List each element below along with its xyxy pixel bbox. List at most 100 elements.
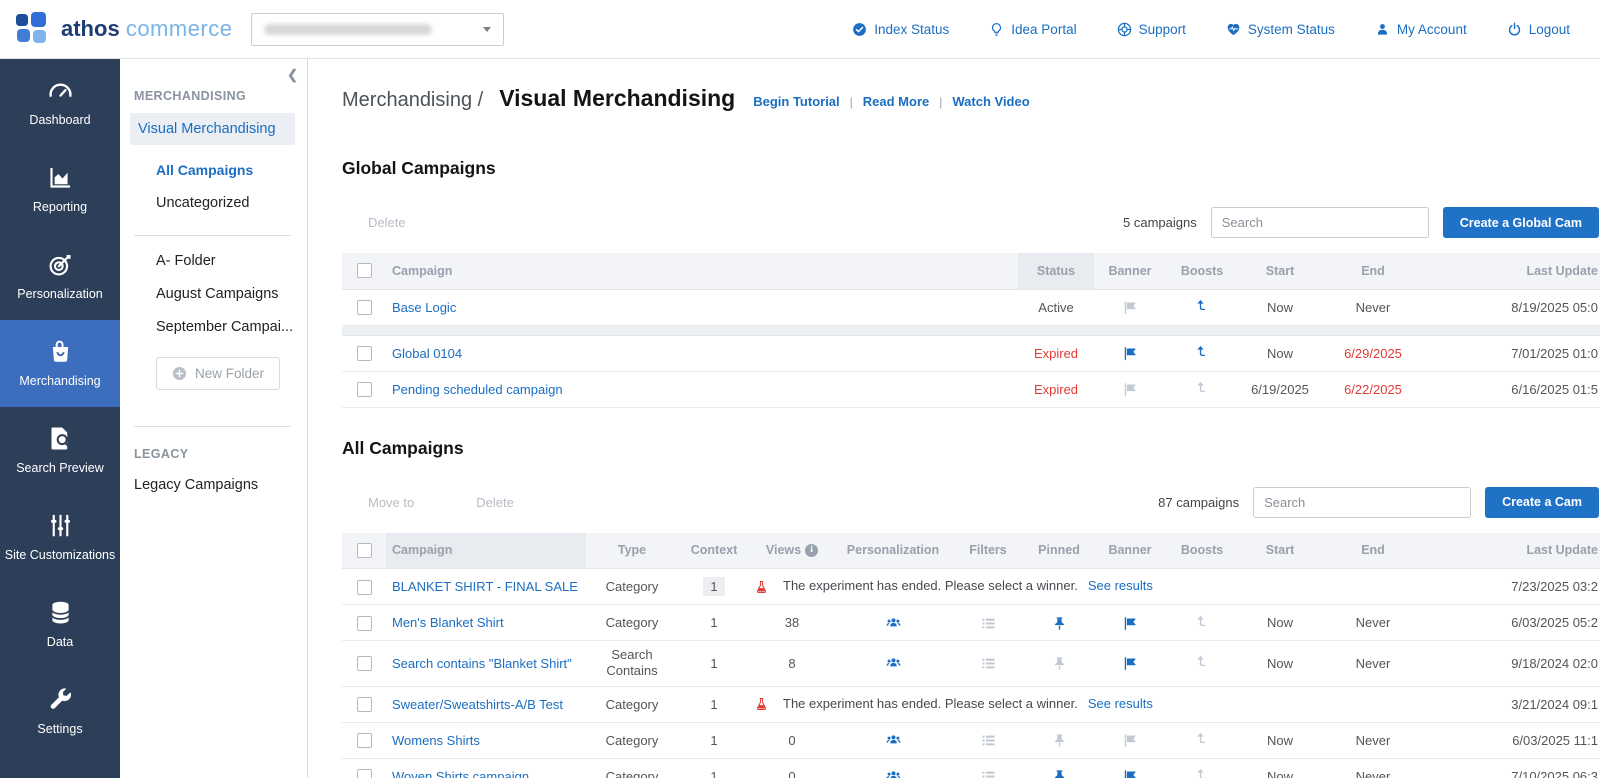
column-header-campaign[interactable]: Campaign [386,532,586,569]
begin-tutorial-link[interactable]: Begin Tutorial [753,94,840,109]
column-header-views[interactable]: Views i [750,532,834,569]
heart-pulse-icon [1226,22,1241,37]
all-search-input[interactable] [1253,486,1472,518]
table-row: Men's Blanket Shirt Category 1 38 Now Ne… [342,604,1600,641]
check-circle-icon [852,22,867,37]
last-update-cell: 6/03/2025 11:1 [1424,722,1600,759]
breadcrumb-parent[interactable]: Merchandising / [342,89,484,111]
sidebar-item-search-preview[interactable]: Search Preview [0,407,120,494]
primary-sidebar: Dashboard Reporting Personalization Merc… [0,59,120,778]
column-header-personalization[interactable]: Personalization [834,532,952,569]
site-selector-dropdown[interactable] [250,12,504,46]
watch-video-link[interactable]: Watch Video [952,94,1030,109]
table-group-spacer [342,325,1600,336]
subnav-item-uncategorized[interactable]: Uncategorized [156,195,250,211]
column-header-end[interactable]: End [1322,532,1424,569]
life-ring-icon [1117,22,1132,37]
column-header-filters[interactable]: Filters [952,532,1024,569]
create-global-campaign-button[interactable]: Create a Global Cam [1442,207,1599,238]
column-header-boosts[interactable]: Boosts [1166,532,1238,569]
nav-system-status[interactable]: System Status [1226,22,1335,37]
info-icon[interactable]: i [805,543,819,557]
pin-icon [1052,656,1067,671]
campaign-link[interactable]: Base Logic [392,299,457,315]
target-icon [47,251,74,278]
global-delete-button[interactable]: Delete [368,215,406,230]
banner-flag-icon [1123,656,1138,671]
column-header-last-update[interactable]: Last Update [1424,532,1600,569]
subnav-item-all-campaigns[interactable]: All Campaigns [156,162,254,178]
sidebar-item-merchandising[interactable]: Merchandising [0,320,120,407]
table-row: Pending scheduled campaign Expired 6/19/… [342,371,1600,408]
column-header-start[interactable]: Start [1238,532,1322,569]
new-folder-button[interactable]: New Folder [156,357,281,390]
folder-item-september-campaigns[interactable]: September Campai... [156,319,294,335]
row-checkbox[interactable] [356,697,372,713]
row-checkbox[interactable] [356,656,372,672]
column-header-context[interactable]: Context [678,532,750,569]
column-header-start[interactable]: Start [1238,253,1322,289]
campaign-link[interactable]: BLANKET SHIRT - FINAL SALE [392,579,578,594]
database-icon [47,599,74,626]
campaign-link[interactable]: Woven Shirts campaign [392,768,530,778]
nav-support[interactable]: Support [1117,22,1186,37]
nav-idea-portal[interactable]: Idea Portal [989,22,1077,37]
table-row: Global 0104 Expired Now 6/29/2025 7/01/2… [342,335,1600,372]
column-header-pinned[interactable]: Pinned [1024,532,1094,569]
select-all-checkbox[interactable] [356,542,372,558]
global-search-input[interactable] [1210,207,1429,238]
row-checkbox[interactable] [356,300,372,316]
row-checkbox[interactable] [356,579,372,595]
column-header-banner[interactable]: Banner [1094,253,1166,289]
sidebar-item-personalization[interactable]: Personalization [0,233,120,320]
filters-list-icon[interactable] [981,733,996,748]
folder-item-august-campaigns[interactable]: August Campaigns [156,286,279,302]
campaign-link[interactable]: Sweater/Sweatshirts-A/B Test [392,696,563,712]
nav-logout[interactable]: Logout [1507,22,1570,37]
row-checkbox[interactable] [356,382,372,398]
create-campaign-button[interactable]: Create a Cam [1485,486,1599,518]
column-header-end[interactable]: End [1322,253,1424,289]
collapse-panel-chevron-icon[interactable]: ❮ [287,67,298,82]
move-to-button[interactable]: Move to [368,494,415,510]
boost-arrow-icon [1195,344,1209,359]
campaign-link[interactable]: Global 0104 [392,345,463,361]
subnav-item-legacy-campaigns[interactable]: Legacy Campaigns [134,477,259,493]
global-table-header-row: Campaign Status Banner Boosts Start End … [342,253,1600,289]
table-row: Base Logic Active Now Never 8/19/2025 05… [342,288,1600,326]
sidebar-item-dashboard[interactable]: Dashboard [0,59,120,146]
sidebar-item-site-customizations[interactable]: Site Customizations [0,494,120,581]
filters-list-icon[interactable] [981,769,996,778]
nav-my-account[interactable]: My Account [1375,22,1467,37]
folder-item-a-folder[interactable]: A- Folder [156,253,216,269]
logo-word-athos: athos [61,16,120,41]
subnav-item-visual-merchandising[interactable]: Visual Merchandising [130,113,295,145]
sidebar-item-data[interactable]: Data [0,581,120,668]
row-checkbox[interactable] [356,769,372,778]
sidebar-item-settings[interactable]: Settings [0,668,120,755]
column-header-boosts[interactable]: Boosts [1166,253,1238,289]
table-row: Woven Shirts campaign Category 1 0 Now N… [342,758,1600,778]
column-header-type[interactable]: Type [586,532,678,569]
see-results-link[interactable]: See results [1087,695,1153,711]
column-header-last-update[interactable]: Last Update [1424,253,1600,289]
campaign-link[interactable]: Search contains "Blanket Shirt" [392,655,572,671]
select-all-checkbox[interactable] [356,263,372,279]
campaign-link[interactable]: Womens Shirts [392,732,480,748]
filters-list-icon[interactable] [981,656,996,671]
all-delete-button[interactable]: Delete [476,494,514,510]
read-more-link[interactable]: Read More [862,94,930,109]
row-checkbox[interactable] [356,733,372,749]
see-results-link[interactable]: See results [1087,578,1153,594]
row-checkbox[interactable] [356,615,372,631]
column-header-banner[interactable]: Banner [1094,532,1166,569]
banner-flag-icon [1123,733,1138,748]
row-checkbox[interactable] [356,346,372,362]
column-header-status[interactable]: Status [1018,253,1094,289]
campaign-link[interactable]: Men's Blanket Shirt [392,615,504,630]
sidebar-item-reporting[interactable]: Reporting [0,146,120,233]
filters-list-icon[interactable] [981,616,996,631]
nav-index-status[interactable]: Index Status [852,22,949,37]
campaign-link[interactable]: Pending scheduled campaign [392,381,563,397]
